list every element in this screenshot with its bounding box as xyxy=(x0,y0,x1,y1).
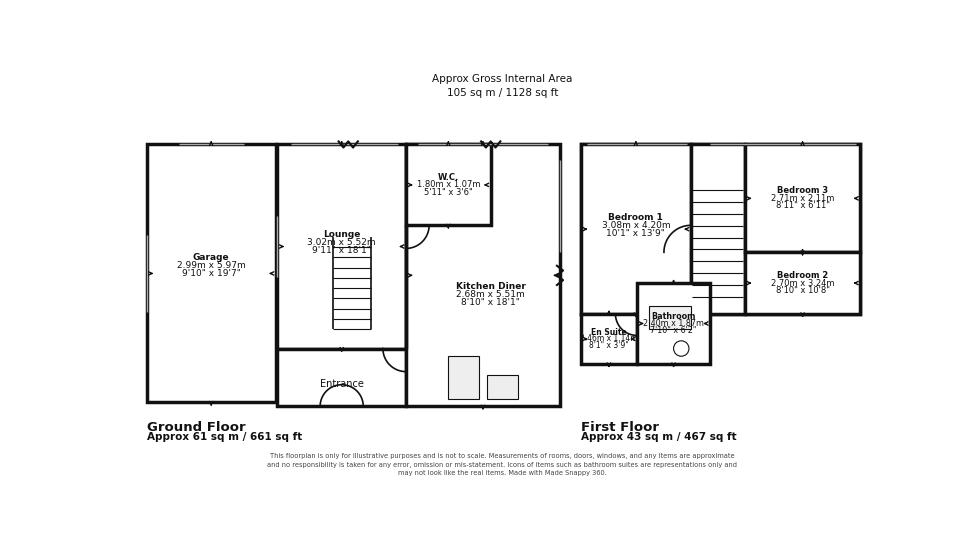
Text: 2.40m x 1.87m: 2.40m x 1.87m xyxy=(643,319,704,328)
Text: 2.99m x 5.97m: 2.99m x 5.97m xyxy=(176,261,246,270)
Text: 8'11" x 6'11": 8'11" x 6'11" xyxy=(775,201,829,210)
Bar xyxy=(581,144,691,314)
Text: 5'11" x 3'6": 5'11" x 3'6" xyxy=(424,188,472,197)
Bar xyxy=(487,375,517,399)
Text: Garage: Garage xyxy=(193,253,229,262)
Text: 2.68m x 5.51m: 2.68m x 5.51m xyxy=(457,290,525,299)
Bar xyxy=(745,144,860,252)
Bar xyxy=(277,349,406,406)
Text: 9'11" x 18'1": 9'11" x 18'1" xyxy=(313,246,371,255)
Text: 2.70m x 3.24m: 2.70m x 3.24m xyxy=(771,279,834,288)
Text: Kitchen Diner: Kitchen Diner xyxy=(456,282,525,291)
Bar xyxy=(277,144,406,349)
Bar xyxy=(147,144,276,402)
Text: 8'10" x 10'8": 8'10" x 10'8" xyxy=(775,286,829,295)
Text: JR: JR xyxy=(443,213,515,275)
Text: 8'1" x 3'9": 8'1" x 3'9" xyxy=(589,341,629,350)
Text: 9'10" x 19'7": 9'10" x 19'7" xyxy=(181,269,241,278)
Text: 3.08m x 4.20m: 3.08m x 4.20m xyxy=(602,221,670,230)
Text: Approx 43 sq m / 467 sq ft: Approx 43 sq m / 467 sq ft xyxy=(581,432,736,442)
Text: This floorplan is only for illustrative purposes and is not to scale. Measuremen: This floorplan is only for illustrative … xyxy=(268,453,737,476)
Text: First Floor: First Floor xyxy=(581,421,659,434)
Text: Approx 61 sq m / 661 sq ft: Approx 61 sq m / 661 sq ft xyxy=(147,432,302,442)
Text: Bedroom 3: Bedroom 3 xyxy=(777,186,828,195)
Text: W.C.: W.C. xyxy=(438,173,459,182)
Text: En Suite: En Suite xyxy=(591,327,627,337)
Text: 3.02m x 5.52m: 3.02m x 5.52m xyxy=(308,238,376,247)
Text: 1.80m x 1.07m: 1.80m x 1.07m xyxy=(416,180,480,190)
Circle shape xyxy=(673,341,689,356)
Text: Bathroom: Bathroom xyxy=(652,312,696,321)
Text: PROPERTIES: PROPERTIES xyxy=(432,274,518,287)
Text: 2.71m x 2.11m: 2.71m x 2.11m xyxy=(771,194,834,203)
Text: Lounge: Lounge xyxy=(323,230,361,239)
Text: 10'1" x 13'9": 10'1" x 13'9" xyxy=(607,229,665,238)
Bar xyxy=(581,144,860,314)
Text: 8'10" x 18'1": 8'10" x 18'1" xyxy=(462,298,520,307)
Text: Ground Floor: Ground Floor xyxy=(147,421,245,434)
Text: 2.46m x 1.14m: 2.46m x 1.14m xyxy=(580,334,638,343)
Text: Bedroom 1: Bedroom 1 xyxy=(609,213,663,222)
Text: Entrance: Entrance xyxy=(319,378,364,389)
Bar xyxy=(745,252,860,314)
Bar xyxy=(581,314,637,364)
Bar xyxy=(691,144,745,314)
Text: Bedroom 2: Bedroom 2 xyxy=(777,271,828,280)
Bar xyxy=(448,356,479,399)
Bar xyxy=(406,144,491,225)
Text: 7'10" x 6'2": 7'10" x 6'2" xyxy=(651,326,697,335)
Bar xyxy=(406,144,560,406)
Bar xyxy=(637,283,710,364)
Ellipse shape xyxy=(394,156,557,371)
Text: Approx Gross Internal Area
105 sq m / 1128 sq ft: Approx Gross Internal Area 105 sq m / 11… xyxy=(432,74,572,98)
Bar xyxy=(649,306,691,329)
